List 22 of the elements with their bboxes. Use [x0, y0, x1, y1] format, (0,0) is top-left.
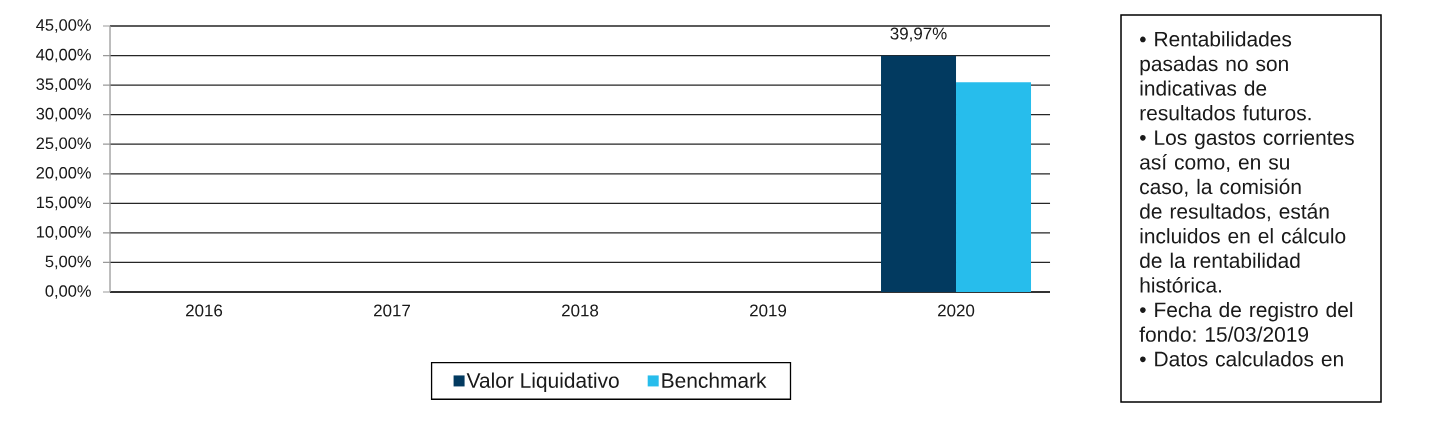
y-tick-label: 15,00%	[36, 196, 91, 211]
text: • Fecha de registro del fondo: 15/03/2019	[1139, 301, 1353, 342]
y-tick-label: 5,00%	[45, 255, 91, 270]
y-tick-label: 25,00%	[36, 137, 91, 152]
y-tick-label: 30,00%	[36, 107, 91, 122]
x-tick-label: 2016	[186, 304, 223, 317]
y-tick-label: 40,00%	[36, 48, 91, 63]
y-tick-label: 10,00%	[36, 226, 91, 240]
legend-label: Benchmark	[662, 372, 767, 388]
y-tick-label: 35,00%	[36, 78, 91, 92]
text: • Datos calculados en	[1140, 351, 1343, 367]
data-label: 39,97%	[890, 27, 947, 42]
x-tick-label: 2019	[750, 304, 787, 317]
y-tick-label: 45,00%	[36, 19, 91, 33]
x-tick-label: 2017	[374, 304, 410, 317]
text: • Los gastos corrientes así como, en su caso, la comisión de resultados, están incluidos en el cálculo de la rentabilidad histórica.	[1140, 129, 1354, 293]
x-tick-label: 2020	[938, 304, 975, 317]
y-tick-label: 0,00%	[45, 285, 91, 299]
y-tick-label: 20,00%	[36, 166, 91, 181]
x-tick-label: 2018	[562, 304, 599, 317]
text: • Rentabilidades pasadas no son indicativas de resultados futuros.	[1140, 31, 1311, 121]
legend-label: Valor Liquidativo	[466, 372, 619, 393]
